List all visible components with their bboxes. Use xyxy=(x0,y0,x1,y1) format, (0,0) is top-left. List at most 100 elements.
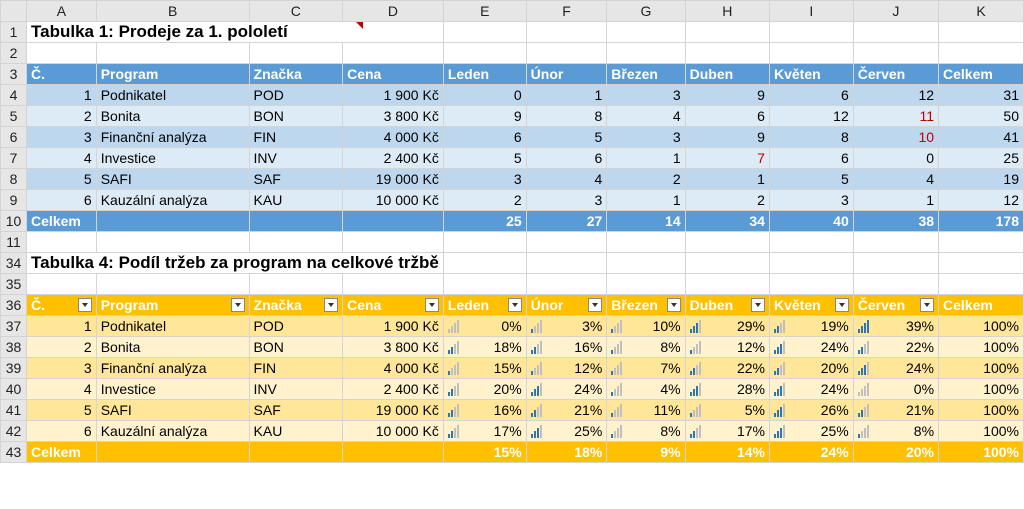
row-header-7[interactable]: 7 xyxy=(0,147,28,169)
month-total[interactable]: 20% xyxy=(852,441,940,463)
column-header-f[interactable]: F xyxy=(525,0,608,22)
month-value[interactable]: 12 xyxy=(768,105,854,127)
column-header-k[interactable]: K xyxy=(938,0,1024,22)
row-header-3[interactable]: 3 xyxy=(0,63,28,85)
price[interactable]: 10 000 Kč xyxy=(342,420,444,442)
row-header-34[interactable]: 34 xyxy=(0,252,28,274)
empty-cell[interactable] xyxy=(852,21,940,43)
dropdown-arrow-icon[interactable] xyxy=(834,298,849,312)
dropdown-arrow-icon[interactable] xyxy=(588,298,603,312)
month-share[interactable]: 24% xyxy=(525,378,608,400)
row-number[interactable]: 1 xyxy=(26,84,97,106)
month-share[interactable]: 25% xyxy=(768,420,854,442)
dropdown-arrow-icon[interactable] xyxy=(666,298,681,312)
empty-cell[interactable] xyxy=(342,441,444,463)
row-header-9[interactable]: 9 xyxy=(0,189,28,211)
price[interactable]: 10 000 Kč xyxy=(342,189,444,211)
program-name[interactable]: SAFI xyxy=(95,168,250,190)
month-value[interactable]: 3 xyxy=(606,84,686,106)
month-total[interactable]: 24% xyxy=(768,441,854,463)
month-value[interactable]: 8 xyxy=(768,126,854,148)
month-share[interactable]: 17% xyxy=(684,420,770,442)
brand-code[interactable]: SAF xyxy=(248,168,344,190)
empty-cell[interactable] xyxy=(684,42,770,64)
program-name[interactable]: Investice xyxy=(95,147,250,169)
month-share[interactable]: 17% xyxy=(442,420,527,442)
month-value[interactable]: 5 xyxy=(525,126,608,148)
dropdown-arrow-icon[interactable] xyxy=(324,298,339,312)
month-share[interactable]: 12% xyxy=(525,357,608,379)
header-cell[interactable]: Celkem xyxy=(938,294,1024,316)
price[interactable]: 4 000 Kč xyxy=(342,357,444,379)
month-value[interactable]: 5 xyxy=(442,147,527,169)
month-share[interactable]: 8% xyxy=(606,336,686,358)
month-share[interactable]: 0% xyxy=(852,378,940,400)
empty-cell[interactable] xyxy=(852,252,940,274)
header-cell[interactable]: Program xyxy=(95,294,250,316)
header-cell[interactable]: Leden xyxy=(442,63,527,85)
row-total[interactable]: 25 xyxy=(938,147,1024,169)
month-share[interactable]: 20% xyxy=(768,357,854,379)
month-value[interactable]: 3 xyxy=(606,126,686,148)
empty-cell[interactable] xyxy=(606,252,686,274)
empty-cell[interactable] xyxy=(442,252,527,274)
empty-cell[interactable] xyxy=(525,231,608,253)
brand-code[interactable]: INV xyxy=(248,378,344,400)
row-total[interactable]: 100% xyxy=(938,420,1024,442)
row-header-10[interactable]: 10 xyxy=(0,210,28,232)
dropdown-arrow-icon[interactable] xyxy=(750,298,765,312)
empty-cell[interactable] xyxy=(938,42,1024,64)
row-header-35[interactable]: 35 xyxy=(0,273,28,295)
program-name[interactable]: Investice xyxy=(95,378,250,400)
empty-cell[interactable] xyxy=(248,210,344,232)
column-header-b[interactable]: B xyxy=(95,0,250,22)
month-value[interactable]: 0 xyxy=(442,84,527,106)
row-header-42[interactable]: 42 xyxy=(0,420,28,442)
empty-cell[interactable] xyxy=(606,21,686,43)
row-number[interactable]: 6 xyxy=(26,420,97,442)
empty-cell[interactable] xyxy=(95,42,250,64)
month-value[interactable]: 1 xyxy=(606,189,686,211)
month-share[interactable]: 22% xyxy=(852,336,940,358)
month-value[interactable]: 4 xyxy=(606,105,686,127)
empty-cell[interactable] xyxy=(248,42,344,64)
empty-cell[interactable] xyxy=(248,231,344,253)
empty-cell[interactable] xyxy=(248,441,344,463)
empty-cell[interactable] xyxy=(938,231,1024,253)
row-header-37[interactable]: 37 xyxy=(0,315,28,337)
brand-code[interactable]: POD xyxy=(248,315,344,337)
month-value[interactable]: 4 xyxy=(852,168,940,190)
program-name[interactable]: Finanční analýza xyxy=(95,357,250,379)
month-share[interactable]: 16% xyxy=(525,336,608,358)
select-all-corner[interactable] xyxy=(0,0,28,22)
row-header-2[interactable]: 2 xyxy=(0,42,28,64)
dropdown-arrow-icon[interactable] xyxy=(424,298,439,312)
header-cell[interactable]: Č. xyxy=(26,294,97,316)
month-share[interactable]: 20% xyxy=(442,378,527,400)
grand-total[interactable]: 178 xyxy=(938,210,1024,232)
month-share[interactable]: 18% xyxy=(442,336,527,358)
month-share[interactable]: 16% xyxy=(442,399,527,421)
empty-cell[interactable] xyxy=(684,21,770,43)
table-title[interactable]: Tabulka 4: Podíl tržeb za program na cel… xyxy=(26,252,444,274)
column-header-d[interactable]: D xyxy=(342,0,444,22)
row-total[interactable]: 41 xyxy=(938,126,1024,148)
total-label[interactable]: Celkem xyxy=(26,441,97,463)
month-value[interactable]: 3 xyxy=(768,189,854,211)
month-value[interactable]: 6 xyxy=(442,126,527,148)
month-value[interactable]: 8 xyxy=(525,105,608,127)
month-share[interactable]: 7% xyxy=(606,357,686,379)
month-share[interactable]: 15% xyxy=(442,357,527,379)
month-value[interactable]: 9 xyxy=(684,84,770,106)
month-total[interactable]: 40 xyxy=(768,210,854,232)
dropdown-arrow-icon[interactable] xyxy=(920,298,935,312)
price[interactable]: 3 800 Kč xyxy=(342,105,444,127)
program-name[interactable]: Kauzální analýza xyxy=(95,420,250,442)
empty-cell[interactable] xyxy=(938,273,1024,295)
header-cell[interactable]: Celkem xyxy=(938,63,1024,85)
empty-cell[interactable] xyxy=(525,273,608,295)
header-cell[interactable]: Duben xyxy=(684,63,770,85)
brand-code[interactable]: BON xyxy=(248,336,344,358)
empty-cell[interactable] xyxy=(684,252,770,274)
month-value[interactable]: 2 xyxy=(606,168,686,190)
